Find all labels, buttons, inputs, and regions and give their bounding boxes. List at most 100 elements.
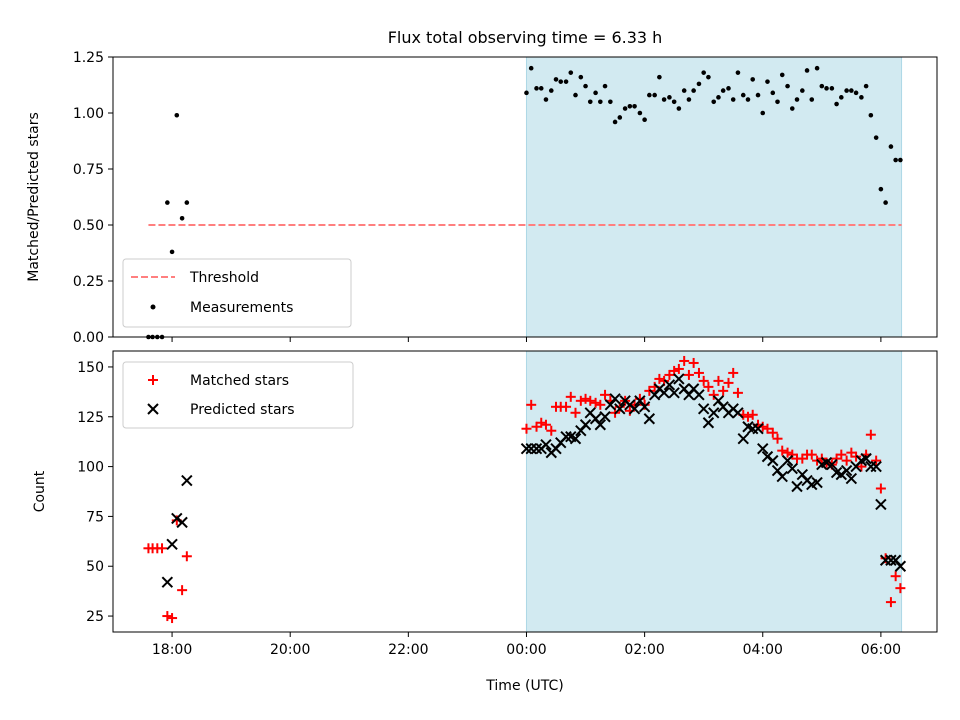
- y-tick-label: 1.00: [73, 106, 104, 122]
- matched-point: [162, 611, 173, 622]
- predicted-point: [609, 393, 621, 405]
- matched-point: [698, 375, 709, 386]
- predicted-point: [737, 432, 749, 445]
- matched-point: [708, 389, 719, 400]
- matched-point: [767, 427, 778, 438]
- measurement-point: [898, 157, 903, 163]
- measurement-point: [632, 103, 637, 109]
- measurement-point: [598, 99, 603, 105]
- measurement-point: [868, 112, 874, 118]
- y-tick-label: 0.50: [73, 218, 104, 234]
- predicted-point: [811, 476, 823, 489]
- predicted-point: [767, 454, 779, 467]
- measurement-point: [849, 88, 854, 93]
- predicted-point: [732, 407, 744, 419]
- measurement-point: [543, 97, 549, 102]
- measurement-point: [740, 92, 746, 98]
- measurement-point: [593, 90, 598, 96]
- matched-point: [703, 381, 714, 392]
- predicted-point: [752, 423, 764, 435]
- measurement-point: [608, 99, 613, 105]
- measurement-point: [735, 70, 741, 75]
- count-panel: 18:00 20:00 22:00 00:00 02:00 04:00 06:00 25 50…: [32, 350, 938, 658]
- matched-point: [177, 585, 188, 596]
- measurement-point: [657, 74, 662, 80]
- measurement-point: [711, 99, 717, 105]
- y-tick-label: 0.75: [73, 162, 104, 178]
- x-tick-label: 02:00: [624, 642, 664, 658]
- matched-point: [841, 455, 852, 466]
- measurement-point: [661, 97, 667, 102]
- matched-point: [167, 613, 178, 624]
- measurement-point: [863, 83, 869, 89]
- ratio-panel: 0.00 0.25 0.50 0.75 1.00 1.25 Matched/Predict…: [26, 50, 938, 346]
- measurement-point: [888, 144, 894, 149]
- x-tick-label: 00:00: [506, 642, 546, 658]
- measurement-point: [174, 112, 180, 118]
- legend-matched-label: Matched stars: [190, 373, 289, 389]
- predicted-point: [181, 474, 193, 487]
- predicted-point: [757, 442, 769, 455]
- count-panel-legend: Matched stars Predicted stars: [122, 361, 354, 429]
- predicted-point: [161, 576, 174, 588]
- measurement-point: [686, 97, 692, 102]
- predicted-point: [579, 419, 592, 431]
- matched-point: [890, 571, 901, 582]
- count-points: [143, 355, 907, 624]
- predicted-point: [791, 480, 803, 493]
- matched-point: [718, 385, 729, 396]
- legend-predicted-label: Predicted stars: [190, 402, 295, 418]
- matched-point: [865, 429, 876, 440]
- measurement-point: [528, 65, 534, 71]
- matched-point: [546, 425, 557, 436]
- predicted-point: [702, 417, 715, 429]
- measurement-point: [558, 79, 564, 84]
- measurement-point: [716, 95, 721, 100]
- measurement-point: [755, 92, 761, 98]
- matched-point: [693, 367, 704, 378]
- measurement-point: [873, 135, 879, 140]
- measurement-point: [681, 88, 687, 93]
- measurement-point: [568, 70, 574, 75]
- measurement-point: [671, 99, 677, 105]
- matched-point: [600, 389, 611, 400]
- measurement-point: [765, 79, 770, 84]
- observing-window-shade: [525, 56, 903, 338]
- measurement-point: [859, 95, 864, 100]
- measurement-points: [146, 65, 903, 340]
- y-tick-label: 150: [77, 360, 104, 376]
- matched-point: [806, 449, 817, 460]
- predicted-point: [628, 403, 641, 415]
- predicted-point: [875, 498, 887, 511]
- count-panel-frame: [112, 350, 938, 633]
- x-tick-label: 04:00: [743, 642, 783, 658]
- predicted-point: [520, 442, 533, 455]
- count-panel-y-ticks: 25 50 75 100 125 150: [77, 360, 113, 625]
- measurement-point: [789, 106, 795, 111]
- matched-point: [521, 423, 532, 434]
- measurement-point: [534, 86, 539, 91]
- matched-point: [875, 483, 886, 494]
- predicted-point: [860, 452, 872, 465]
- x-tick-label: 06:00: [861, 642, 901, 658]
- matched-point: [157, 543, 168, 554]
- predicted-point: [614, 403, 626, 415]
- measurement-point: [824, 86, 829, 91]
- measurement-point: [726, 86, 731, 91]
- measurement-point: [829, 86, 835, 91]
- measurement-point: [548, 88, 554, 93]
- predicted-point: [708, 407, 720, 419]
- measurement-point: [750, 77, 756, 82]
- legend-matched-swatch: [148, 375, 158, 385]
- x-tick-label: 20:00: [270, 642, 310, 658]
- measurement-point: [667, 95, 672, 100]
- legend-measurements-swatch: [150, 304, 156, 310]
- matched-point: [575, 395, 586, 406]
- measurement-point: [179, 215, 185, 221]
- predicted-point: [840, 464, 853, 477]
- legend-box: [122, 361, 354, 429]
- figure-title: Flux total observing time = 6.33 h: [388, 28, 663, 47]
- measurement-point: [839, 95, 844, 100]
- matched-point: [688, 357, 699, 368]
- x-tick-label: 22:00: [388, 642, 428, 658]
